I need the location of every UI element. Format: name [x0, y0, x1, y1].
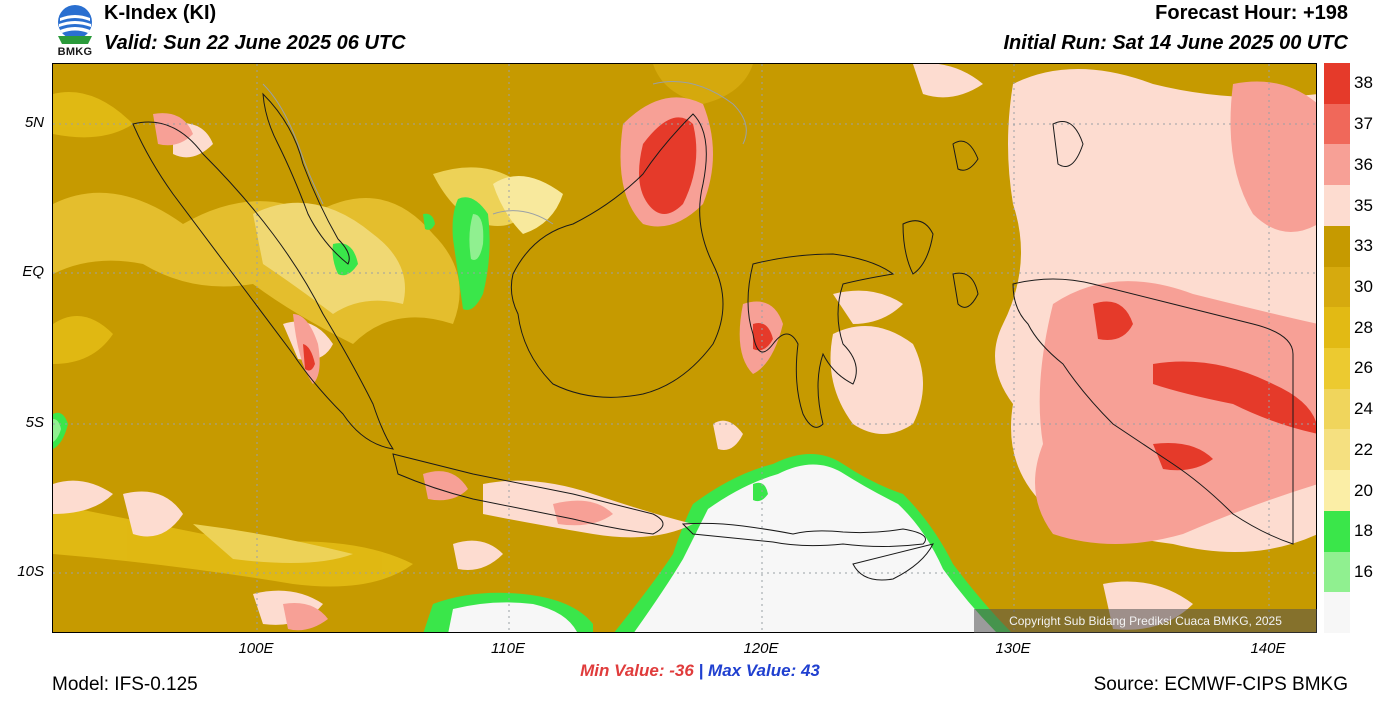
- valid-time: Valid: Sun 22 June 2025 06 UTC: [104, 32, 406, 54]
- colorbar-segment: [1324, 225, 1350, 268]
- colorbar-segment: [1324, 429, 1350, 471]
- logo-text: BMKG: [57, 46, 93, 58]
- colorbar-label: 38: [1354, 73, 1373, 93]
- y-tick-eq: EQ: [22, 263, 44, 280]
- y-tick-5s: 5S: [25, 414, 44, 431]
- colorbar-label: 22: [1354, 439, 1373, 459]
- colorbar-label: 24: [1354, 399, 1373, 419]
- colorbar-segment: [1324, 510, 1350, 553]
- colorbar-segment: [1324, 266, 1350, 308]
- x-tick-110e: 110E: [491, 640, 525, 657]
- southern-low-region: [423, 454, 1012, 632]
- graticule: [53, 64, 1316, 632]
- colorbar-segment: [1324, 470, 1350, 512]
- bmkg-logo: [58, 5, 92, 44]
- colorbar-segment: [1324, 388, 1350, 430]
- coastlines: [132, 92, 1294, 581]
- colorbar-label: 18: [1354, 521, 1373, 541]
- k-index-map: [52, 63, 1317, 633]
- colorbar-label: 20: [1354, 480, 1373, 500]
- min-value: Min Value: -36: [580, 661, 694, 680]
- copyright-notice: Copyright Sub Bidang Prediksi Cuaca BMKG…: [974, 609, 1317, 633]
- gray-coastlines: [262, 81, 747, 225]
- chart-title: K-Index (KI): [104, 2, 217, 24]
- low-value-yellow-regions: [53, 64, 753, 587]
- colorbar-label: 28: [1354, 317, 1373, 337]
- colorbar-segment: [1324, 144, 1350, 186]
- colorbar-segment: [1324, 63, 1350, 105]
- colorbar-segment: [1324, 348, 1350, 390]
- colorbar-label: 35: [1354, 195, 1373, 215]
- colorbar-segment: [1324, 592, 1350, 634]
- colorbar-segment: [1324, 185, 1350, 227]
- colorbar: [1324, 63, 1350, 634]
- initial-run: Initial Run: Sat 14 June 2025 00 UTC: [1003, 32, 1348, 54]
- source-label: Source: ECMWF-CIPS BMKG: [1093, 674, 1348, 695]
- x-tick-100e: 100E: [238, 640, 274, 657]
- map-svg: [53, 64, 1316, 632]
- colorbar-label: 33: [1354, 236, 1373, 256]
- colorbar-label: 16: [1354, 561, 1373, 581]
- colorbar-segment: [1324, 103, 1350, 145]
- colorbar-label: 37: [1354, 114, 1373, 134]
- separator: |: [698, 661, 704, 680]
- colorbar-label: 26: [1354, 358, 1373, 378]
- red-regions: [303, 117, 1316, 471]
- x-tick-140e: 140E: [1250, 640, 1286, 657]
- x-tick-120e: 120E: [743, 640, 779, 657]
- colorbar-label: 36: [1354, 154, 1373, 174]
- y-tick-5n: 5N: [24, 114, 44, 131]
- x-tick-130e: 130E: [995, 640, 1031, 657]
- y-tick-10s: 10S: [17, 563, 44, 580]
- green-regions: [53, 197, 490, 449]
- min-max-values: Min Value: -36 | Max Value: 43: [0, 661, 1400, 681]
- colorbar-segment: [1324, 307, 1350, 349]
- colorbar-label: 30: [1354, 276, 1373, 296]
- forecast-hour: Forecast Hour: +198: [1155, 2, 1348, 24]
- model-label: Model: IFS-0.125: [52, 674, 198, 695]
- max-value: Max Value: 43: [708, 661, 820, 680]
- colorbar-segment: [1324, 551, 1350, 593]
